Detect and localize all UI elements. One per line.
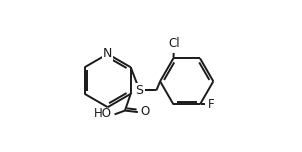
- Text: F: F: [208, 98, 214, 111]
- Text: Cl: Cl: [168, 37, 179, 50]
- Text: N: N: [103, 47, 112, 60]
- Text: S: S: [136, 84, 143, 97]
- Text: O: O: [141, 105, 150, 118]
- Text: HO: HO: [94, 107, 112, 120]
